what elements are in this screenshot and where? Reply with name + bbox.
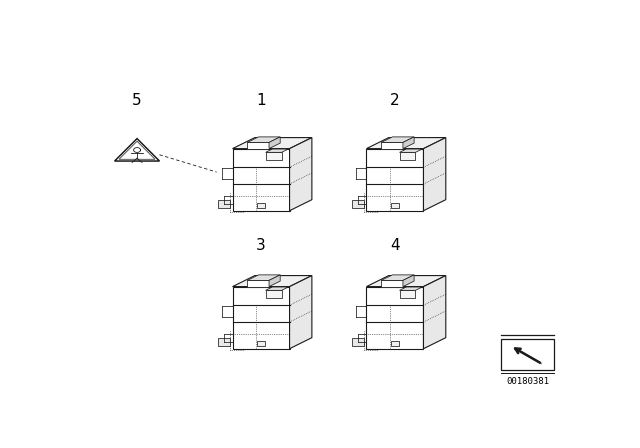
Polygon shape: [247, 275, 280, 280]
Polygon shape: [403, 137, 414, 149]
Text: 5: 5: [132, 93, 142, 108]
Polygon shape: [115, 138, 159, 161]
Polygon shape: [399, 149, 422, 152]
Polygon shape: [257, 203, 265, 208]
Polygon shape: [266, 287, 288, 290]
Polygon shape: [269, 137, 280, 149]
Polygon shape: [247, 137, 280, 142]
Polygon shape: [399, 290, 415, 298]
Polygon shape: [391, 203, 399, 208]
Polygon shape: [266, 152, 282, 160]
Polygon shape: [218, 338, 230, 346]
Polygon shape: [424, 276, 446, 349]
Bar: [500, 339, 554, 370]
Polygon shape: [381, 137, 414, 142]
Polygon shape: [257, 341, 265, 346]
Polygon shape: [247, 142, 269, 149]
Polygon shape: [381, 280, 403, 287]
Polygon shape: [399, 287, 422, 290]
Polygon shape: [289, 138, 312, 211]
Polygon shape: [367, 276, 446, 287]
Polygon shape: [266, 149, 288, 152]
Polygon shape: [218, 200, 230, 208]
Polygon shape: [367, 138, 446, 149]
Polygon shape: [289, 276, 312, 349]
Text: 1: 1: [256, 93, 266, 108]
Polygon shape: [367, 149, 424, 211]
Polygon shape: [232, 149, 289, 211]
Text: 4: 4: [390, 238, 400, 253]
Polygon shape: [403, 275, 414, 287]
Polygon shape: [232, 287, 289, 349]
Polygon shape: [247, 280, 269, 287]
Polygon shape: [424, 138, 446, 211]
Polygon shape: [399, 152, 415, 160]
Polygon shape: [391, 341, 399, 346]
Text: 00180381: 00180381: [506, 377, 549, 386]
Polygon shape: [351, 200, 364, 208]
Text: 2: 2: [390, 93, 400, 108]
Polygon shape: [232, 138, 312, 149]
Polygon shape: [351, 338, 364, 346]
Polygon shape: [381, 142, 403, 149]
Polygon shape: [266, 290, 282, 298]
Text: 3: 3: [256, 238, 266, 253]
Polygon shape: [269, 275, 280, 287]
Polygon shape: [381, 275, 414, 280]
Polygon shape: [232, 276, 312, 287]
Polygon shape: [367, 287, 424, 349]
